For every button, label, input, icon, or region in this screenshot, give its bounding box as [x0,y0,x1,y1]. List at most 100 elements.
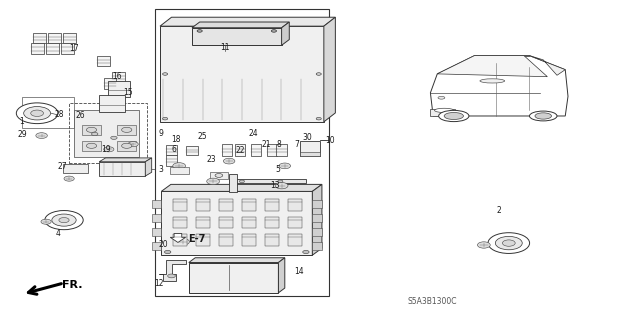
Bar [242,234,256,246]
Ellipse shape [316,73,321,75]
Polygon shape [159,260,186,281]
Text: 8: 8 [277,140,282,149]
Ellipse shape [438,110,469,122]
Ellipse shape [173,163,186,169]
Ellipse shape [197,30,202,32]
Bar [189,263,278,293]
Ellipse shape [163,117,168,120]
Bar [152,228,161,236]
Bar [31,43,44,54]
Bar [74,110,139,157]
Bar [265,234,279,246]
Polygon shape [278,258,285,293]
Ellipse shape [177,239,189,245]
Ellipse shape [535,113,552,119]
Ellipse shape [122,143,132,148]
Text: 21: 21 [261,140,271,149]
Text: 9: 9 [159,130,164,138]
Bar [173,217,187,228]
Bar [166,155,177,166]
Bar [82,141,101,151]
Polygon shape [282,22,289,45]
Bar [160,26,324,122]
Bar [152,242,161,250]
Ellipse shape [271,30,276,32]
Polygon shape [430,56,568,116]
Bar [108,81,130,97]
Bar [117,125,136,135]
Ellipse shape [278,180,283,182]
Bar [312,228,322,236]
Text: S5A3B1300C: S5A3B1300C [407,297,457,306]
Ellipse shape [31,110,44,116]
Ellipse shape [477,242,490,248]
Polygon shape [145,158,152,176]
Bar [99,95,125,112]
Text: 24: 24 [248,129,258,138]
Ellipse shape [128,142,138,147]
Text: 27: 27 [58,162,67,171]
Bar [97,56,110,66]
Text: 14: 14 [294,267,304,276]
Ellipse shape [488,233,530,253]
Text: 2: 2 [497,206,502,215]
Polygon shape [170,234,186,242]
Bar [173,199,187,211]
Text: FR.: FR. [62,279,83,290]
Bar [265,199,279,211]
Bar [288,234,302,246]
Bar [63,164,88,173]
Ellipse shape [24,107,51,120]
Bar [196,234,210,246]
Text: 13: 13 [270,181,280,190]
Ellipse shape [168,274,175,278]
Bar [219,217,233,228]
Ellipse shape [92,132,98,136]
Bar [219,234,233,246]
Bar [242,199,256,211]
Bar [312,214,322,222]
Ellipse shape [215,174,223,177]
Bar [219,199,233,211]
Bar [276,144,287,155]
Ellipse shape [163,73,168,75]
Polygon shape [160,17,335,26]
Text: 20: 20 [159,241,168,249]
Bar [82,125,101,135]
Ellipse shape [104,147,114,152]
Ellipse shape [164,250,171,254]
Ellipse shape [122,127,132,132]
Text: 30: 30 [302,133,312,142]
Text: E-7: E-7 [188,234,205,244]
Bar [152,200,161,208]
Bar [300,141,320,156]
Text: 1: 1 [20,117,24,126]
Bar [104,78,116,89]
Polygon shape [189,258,285,263]
Text: 26: 26 [76,111,85,120]
Bar [430,109,455,116]
Bar [251,144,261,155]
Ellipse shape [502,240,515,246]
Bar [161,191,312,255]
Ellipse shape [435,108,454,113]
Text: 22: 22 [236,146,245,155]
Text: 15: 15 [123,88,132,97]
Ellipse shape [45,211,83,230]
Bar [222,144,232,155]
Polygon shape [192,22,289,28]
Bar [312,242,322,250]
Bar [242,217,256,228]
Ellipse shape [438,96,445,99]
Ellipse shape [59,218,69,223]
Bar [69,103,147,163]
Bar [300,152,320,156]
Bar [166,145,177,155]
Polygon shape [99,158,152,162]
Ellipse shape [275,182,288,189]
Text: 25: 25 [197,132,207,141]
Bar [152,214,161,222]
Bar [196,199,210,211]
Ellipse shape [17,103,58,124]
Ellipse shape [36,133,47,138]
